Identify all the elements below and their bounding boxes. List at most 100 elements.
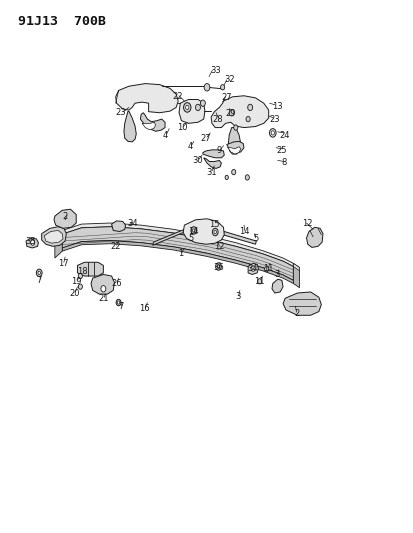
Text: 10: 10 — [177, 123, 187, 132]
Text: 34: 34 — [126, 219, 137, 228]
Text: 33: 33 — [209, 66, 220, 75]
Circle shape — [116, 300, 121, 306]
Polygon shape — [26, 238, 38, 248]
Text: 25: 25 — [276, 147, 286, 156]
Polygon shape — [91, 274, 114, 294]
Circle shape — [38, 271, 40, 274]
Text: 30: 30 — [192, 156, 203, 165]
Text: 14: 14 — [188, 227, 199, 236]
Circle shape — [212, 228, 218, 236]
Polygon shape — [228, 127, 240, 154]
Text: 27: 27 — [200, 134, 211, 143]
Polygon shape — [62, 223, 293, 266]
Circle shape — [31, 240, 35, 245]
Text: 8: 8 — [281, 158, 286, 167]
Text: 4: 4 — [162, 131, 167, 140]
Polygon shape — [115, 84, 178, 113]
Polygon shape — [203, 158, 221, 168]
Polygon shape — [247, 263, 258, 274]
Polygon shape — [42, 227, 66, 246]
Polygon shape — [222, 231, 256, 244]
Circle shape — [215, 263, 221, 270]
Text: 7: 7 — [118, 302, 123, 311]
Circle shape — [36, 269, 42, 277]
Text: 11: 11 — [262, 264, 273, 273]
Circle shape — [229, 110, 234, 116]
Text: 3: 3 — [235, 292, 240, 301]
Polygon shape — [306, 227, 322, 247]
Circle shape — [117, 301, 119, 304]
Circle shape — [245, 116, 249, 122]
Text: 34: 34 — [246, 264, 257, 273]
Circle shape — [190, 227, 196, 234]
Text: 23: 23 — [269, 115, 280, 124]
Polygon shape — [54, 209, 76, 228]
Text: 13: 13 — [271, 102, 282, 111]
Text: 5: 5 — [188, 235, 194, 244]
Polygon shape — [112, 221, 125, 231]
Circle shape — [101, 286, 106, 292]
Polygon shape — [123, 111, 136, 142]
Text: 36: 36 — [213, 263, 223, 272]
Text: 31: 31 — [205, 167, 216, 176]
Polygon shape — [62, 240, 293, 284]
Polygon shape — [271, 279, 282, 293]
Text: 27: 27 — [221, 93, 232, 102]
Polygon shape — [282, 292, 320, 316]
Text: 2: 2 — [62, 212, 68, 221]
Text: 22: 22 — [172, 92, 182, 101]
Circle shape — [217, 265, 219, 268]
Polygon shape — [77, 262, 103, 276]
Circle shape — [220, 85, 224, 90]
Text: 12: 12 — [214, 242, 224, 251]
Polygon shape — [62, 227, 293, 280]
Circle shape — [225, 175, 228, 180]
Text: 9: 9 — [216, 147, 221, 156]
Circle shape — [204, 84, 209, 91]
Polygon shape — [55, 230, 62, 241]
Circle shape — [247, 104, 252, 111]
Text: 18: 18 — [77, 268, 88, 276]
Text: 3: 3 — [273, 270, 279, 279]
Circle shape — [269, 128, 275, 137]
Polygon shape — [226, 141, 243, 153]
Circle shape — [257, 279, 261, 284]
Text: 24: 24 — [278, 131, 289, 140]
Text: 29: 29 — [225, 109, 235, 118]
Polygon shape — [142, 122, 155, 130]
Text: 7: 7 — [36, 276, 42, 285]
Circle shape — [192, 229, 195, 232]
Polygon shape — [55, 230, 62, 258]
Text: 15: 15 — [209, 220, 219, 229]
Text: 16: 16 — [139, 304, 150, 313]
Circle shape — [183, 103, 190, 112]
Text: 12: 12 — [302, 219, 312, 228]
Circle shape — [78, 284, 82, 289]
Text: 17: 17 — [58, 259, 68, 268]
Circle shape — [250, 266, 254, 271]
Polygon shape — [293, 263, 299, 271]
Polygon shape — [227, 147, 240, 154]
Polygon shape — [140, 113, 165, 131]
Circle shape — [231, 169, 235, 175]
Text: 21: 21 — [98, 294, 108, 303]
Text: 14: 14 — [238, 227, 249, 236]
Text: 11: 11 — [254, 277, 264, 286]
Circle shape — [78, 273, 82, 279]
Circle shape — [233, 125, 237, 130]
Polygon shape — [202, 150, 224, 158]
Circle shape — [200, 100, 205, 107]
Text: 35: 35 — [25, 237, 36, 246]
Polygon shape — [293, 263, 299, 288]
Text: 23: 23 — [115, 108, 126, 117]
Circle shape — [185, 106, 188, 110]
Polygon shape — [178, 100, 204, 123]
Text: 20: 20 — [69, 288, 80, 297]
Circle shape — [244, 175, 249, 180]
Text: 32: 32 — [224, 75, 234, 84]
Text: 5: 5 — [253, 235, 259, 244]
Polygon shape — [183, 219, 224, 244]
Polygon shape — [44, 230, 63, 243]
Text: 4: 4 — [188, 142, 193, 151]
Polygon shape — [211, 96, 268, 127]
